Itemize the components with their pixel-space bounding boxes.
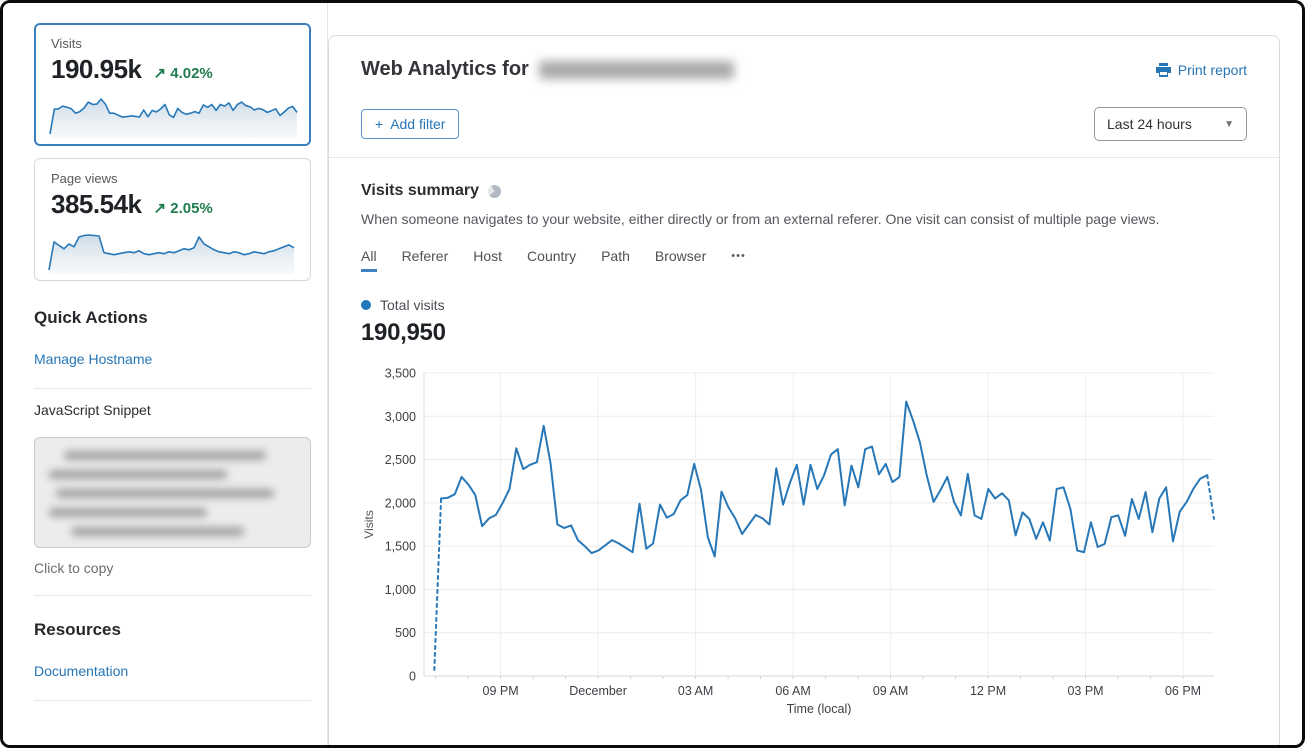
visits-summary-description: When someone navigates to your website, … — [361, 211, 1160, 227]
js-snippet-box[interactable] — [34, 437, 311, 548]
page-views-card-value: 385.54k — [51, 189, 142, 219]
svg-text:03 AM: 03 AM — [678, 684, 713, 698]
trend-up-icon: ↗ — [153, 200, 167, 217]
redacted-code-line — [71, 527, 245, 536]
visits-summary-title: Visits summary — [361, 182, 479, 199]
header-row: Web Analytics for Print report — [361, 58, 1247, 81]
click-to-copy-hint: Click to copy — [34, 560, 114, 576]
svg-text:09 PM: 09 PM — [483, 684, 519, 698]
print-report-button[interactable]: Print report — [1155, 61, 1247, 78]
pie-chart-icon — [488, 184, 501, 198]
svg-text:2,000: 2,000 — [385, 496, 416, 510]
legend-dot-icon — [361, 300, 371, 310]
visits-chart-container: 0 500 1,000 1,500 2,000 2,500 3,000 3,500 09 PM D… — [361, 365, 1247, 720]
page-title-text: Web Analytics for — [361, 58, 529, 80]
quick-actions-heading: Quick Actions — [34, 308, 148, 327]
manage-hostname-link[interactable]: Manage Hostname — [34, 351, 153, 367]
visits-sparkline-chart — [49, 98, 298, 138]
summary-tabs: All Referer Host Country Path Browser ••… — [361, 248, 1247, 272]
visits-card-value: 190.95k — [51, 54, 142, 84]
svg-text:06 PM: 06 PM — [1165, 684, 1201, 698]
visits-card-value-row: 190.95k ↗ 4.02% — [51, 54, 294, 85]
visits-metric-card[interactable]: Visits 190.95k ↗ 4.02% — [34, 23, 311, 146]
printer-icon — [1155, 62, 1171, 77]
redacted-code-line — [49, 470, 227, 479]
svg-text:09 AM: 09 AM — [873, 684, 908, 698]
main-area: Web Analytics for Print report + Add fil… — [328, 3, 1302, 745]
header-divider — [329, 157, 1279, 158]
page-title: Web Analytics for — [361, 58, 734, 81]
svg-text:3,000: 3,000 — [385, 410, 416, 424]
legend-label: Total visits — [380, 297, 445, 313]
add-filter-button[interactable]: + Add filter — [361, 109, 460, 139]
filter-row: + Add filter Last 24 hours ▼ — [361, 107, 1247, 141]
redacted-code-line — [49, 508, 208, 517]
page-views-card-delta: ↗ 2.05% — [153, 199, 212, 217]
svg-text:06 AM: 06 AM — [775, 684, 810, 698]
sidebar: Visits 190.95k ↗ 4.02% Page views 385.54… — [3, 3, 328, 745]
divider — [34, 388, 311, 389]
svg-text:12 PM: 12 PM — [970, 684, 1006, 698]
more-tabs-button[interactable]: ••• — [731, 250, 746, 262]
tab-country[interactable]: Country — [527, 248, 577, 264]
visits-line-chart: 0 500 1,000 1,500 2,000 2,500 3,000 3,500 09 PM D… — [362, 367, 1215, 716]
page-views-card-label: Page views — [51, 171, 118, 186]
svg-text:1,000: 1,000 — [385, 583, 416, 597]
resources-heading: Resources — [34, 620, 121, 639]
visits-summary-header: Visits summary — [361, 182, 1247, 200]
page-views-card-value-row: 385.54k ↗ 2.05% — [51, 189, 294, 220]
page-views-sparkline-chart — [48, 234, 295, 274]
tab-browser[interactable]: Browser — [654, 248, 707, 264]
redacted-code-line — [63, 451, 267, 460]
svg-text:Visits: Visits — [362, 510, 376, 538]
page-views-metric-card[interactable]: Page views 385.54k ↗ 2.05% — [34, 158, 311, 281]
web-analytics-panel: Web Analytics for Print report + Add fil… — [328, 35, 1280, 745]
plus-icon: + — [375, 116, 384, 132]
svg-text:500: 500 — [395, 626, 416, 640]
trend-up-icon: ↗ — [153, 65, 167, 82]
visits-card-delta-value: 4.02% — [170, 65, 213, 82]
svg-text:3,500: 3,500 — [385, 367, 416, 381]
tab-path[interactable]: Path — [601, 248, 630, 264]
tab-all[interactable]: All — [361, 248, 377, 272]
svg-text:03 PM: 03 PM — [1067, 684, 1103, 698]
js-snippet-label: JavaScript Snippet — [34, 402, 151, 418]
svg-text:0: 0 — [409, 670, 416, 684]
svg-text:December: December — [569, 684, 627, 698]
documentation-link[interactable]: Documentation — [34, 663, 129, 679]
time-range-dropdown[interactable]: Last 24 hours ▼ — [1094, 107, 1247, 141]
svg-text:1,500: 1,500 — [385, 540, 416, 554]
redacted-code-line — [56, 489, 274, 498]
chevron-down-icon: ▼ — [1224, 118, 1234, 130]
print-report-label: Print report — [1177, 61, 1247, 78]
tab-referer[interactable]: Referer — [401, 248, 449, 264]
chart-legend: Total visits — [361, 297, 1247, 313]
svg-text:Time (local): Time (local) — [787, 702, 852, 715]
time-range-value: Last 24 hours — [1107, 116, 1192, 132]
total-visits-value: 190,950 — [361, 319, 446, 346]
tab-host[interactable]: Host — [473, 248, 503, 264]
visits-card-delta: ↗ 4.02% — [153, 64, 212, 82]
visits-card-label: Visits — [51, 36, 82, 51]
svg-text:2,500: 2,500 — [385, 453, 416, 467]
divider — [34, 595, 311, 596]
add-filter-label: Add filter — [390, 116, 446, 132]
page-views-card-delta-value: 2.05% — [170, 200, 213, 217]
divider — [34, 700, 311, 701]
redacted-domain — [538, 60, 734, 79]
